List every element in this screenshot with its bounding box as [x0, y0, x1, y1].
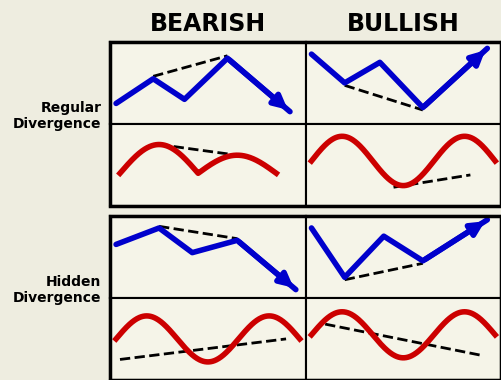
- Text: Regular
Divergence: Regular Divergence: [13, 101, 101, 131]
- Text: BULLISH: BULLISH: [347, 12, 460, 36]
- Text: Hidden
Divergence: Hidden Divergence: [13, 274, 101, 305]
- Text: BEARISH: BEARISH: [150, 12, 266, 36]
